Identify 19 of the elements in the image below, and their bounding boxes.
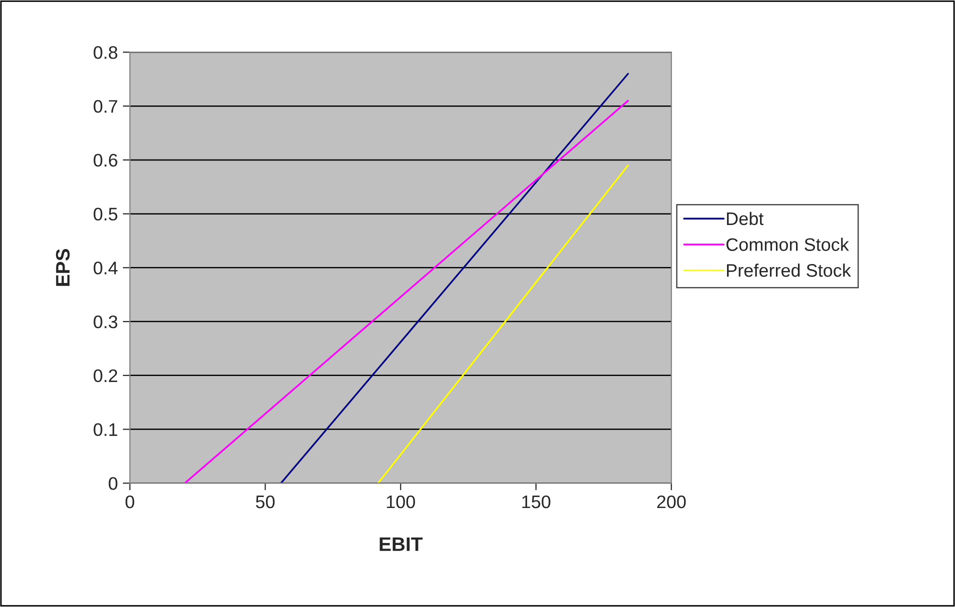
y-tick-label: 0.3 (94, 315, 118, 328)
y-tick-label: 0.4 (94, 262, 118, 274)
y-tick-label: 0.8 (94, 46, 118, 59)
legend-label: Preferred Stock (727, 264, 851, 277)
x-tick-label: 150 (522, 495, 550, 508)
y-axis-title: EPS (56, 248, 70, 286)
legend-label: Common Stock (726, 238, 849, 251)
x-tick-label: 200 (657, 495, 686, 508)
legend-label: Debt (727, 212, 764, 226)
y-tick-label: 0.5 (94, 208, 118, 221)
x-tick-label: 0 (126, 495, 134, 508)
y-tick-label: 0.6 (94, 154, 118, 167)
x-axis-title: EBIT (380, 538, 423, 551)
y-tick-label: 0.1 (94, 423, 118, 436)
x-tick-label: 100 (386, 495, 415, 508)
y-tick-label: 0 (108, 477, 118, 490)
x-tick-label: 50 (256, 495, 275, 508)
y-tick-label: 0.2 (94, 369, 118, 382)
y-tick-label: 0.7 (94, 100, 118, 113)
